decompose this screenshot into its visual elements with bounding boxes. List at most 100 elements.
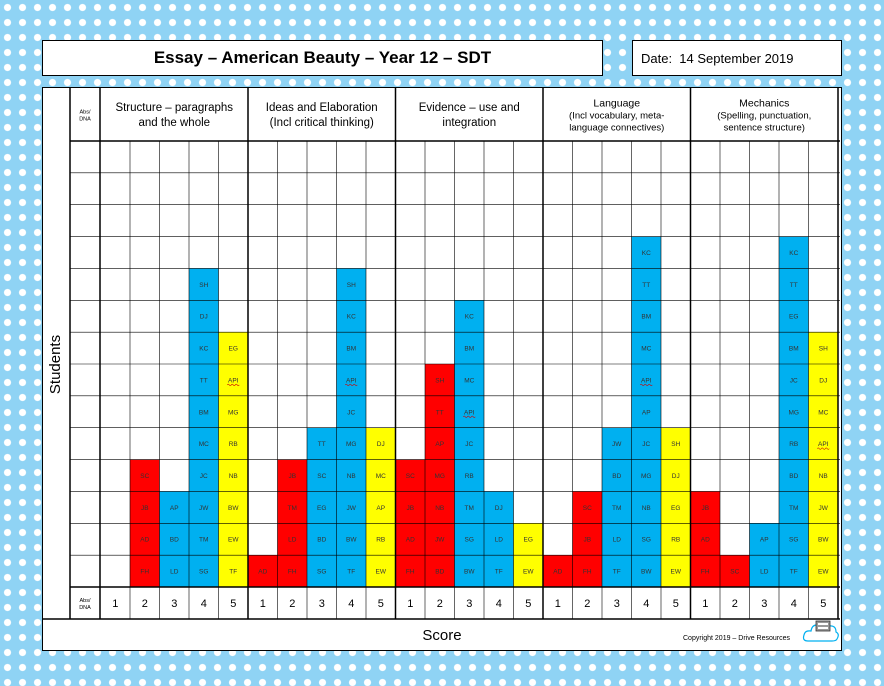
spellcheck-squiggle: [463, 415, 476, 418]
student-initials: API: [228, 377, 239, 384]
student-initials: BM: [199, 409, 209, 416]
student-initials: BD: [435, 569, 444, 576]
student-initials: BW: [818, 537, 829, 544]
student-cell: [336, 427, 366, 460]
score-label: 3: [171, 598, 177, 610]
student-initials: BW: [641, 569, 652, 576]
student-initials: AD: [140, 537, 149, 544]
student-initials: MG: [228, 409, 238, 416]
student-cell: [277, 491, 307, 524]
student-initials: EG: [671, 505, 680, 512]
score-label: 3: [614, 598, 620, 610]
student-initials: TM: [789, 505, 798, 512]
criterion-title: sentence structure): [724, 123, 805, 134]
student-initials: AP: [642, 409, 651, 416]
absent-label: Abs/: [79, 598, 90, 604]
student-initials: RB: [789, 441, 798, 448]
student-cell: [631, 395, 661, 428]
score-label: 2: [142, 598, 148, 610]
student-cell: [808, 491, 838, 524]
student-cell: [366, 491, 396, 524]
student-initials: RB: [376, 537, 385, 544]
student-cell: [130, 491, 160, 524]
criterion-title: language connectives): [569, 123, 664, 134]
score-label: 3: [761, 598, 767, 610]
student-initials: BM: [464, 346, 474, 353]
student-initials: KC: [199, 346, 208, 353]
student-cell: [602, 459, 632, 492]
student-initials: JC: [642, 441, 650, 448]
student-cell: [336, 491, 366, 524]
student-initials: TM: [288, 505, 297, 512]
student-cell: [425, 459, 455, 492]
student-initials: JB: [583, 537, 591, 544]
student-initials: TF: [347, 569, 355, 576]
score-label: 5: [820, 598, 826, 610]
student-initials: EG: [524, 537, 533, 544]
student-cell: [307, 555, 337, 587]
student-initials: RB: [465, 473, 474, 480]
student-initials: SC: [730, 569, 739, 576]
student-cell: [631, 555, 661, 587]
student-cell: [454, 300, 484, 333]
student-cell: [808, 459, 838, 492]
student-cell: [218, 364, 248, 396]
student-initials: AD: [258, 569, 267, 576]
student-initials: JB: [141, 505, 149, 512]
student-initials: API: [641, 377, 652, 384]
student-cell: [366, 523, 396, 556]
student-initials: MC: [464, 377, 474, 384]
student-initials: EW: [671, 569, 682, 576]
student-initials: SH: [435, 377, 444, 384]
score-label: 4: [643, 598, 649, 610]
student-initials: MG: [789, 409, 799, 416]
student-cell: [336, 332, 366, 364]
student-initials: TT: [436, 409, 444, 416]
student-initials: BM: [641, 314, 651, 321]
student-cell: [779, 332, 809, 364]
score-label: 2: [289, 598, 295, 610]
score-label: 4: [791, 598, 797, 610]
criterion-title: (Incl vocabulary, meta-: [569, 111, 664, 122]
student-cell: [425, 523, 455, 556]
student-initials: AP: [760, 537, 769, 544]
student-initials: DJ: [672, 473, 680, 480]
student-cell: [307, 459, 337, 492]
student-initials: TM: [465, 505, 474, 512]
student-initials: MC: [818, 409, 828, 416]
student-initials: BM: [789, 346, 799, 353]
student-cell: [189, 332, 219, 364]
student-cell: [189, 300, 219, 333]
score-label: 1: [112, 598, 118, 610]
student-initials: TF: [613, 569, 621, 576]
student-cell: [189, 395, 219, 428]
student-initials: LD: [760, 569, 769, 576]
student-initials: FH: [583, 569, 592, 576]
criterion-title: integration: [442, 117, 496, 129]
cloud-logo-icon: [802, 620, 839, 642]
student-initials: JW: [199, 505, 209, 512]
student-initials: TM: [199, 537, 208, 544]
student-cell: [218, 395, 248, 428]
student-cell: [808, 555, 838, 587]
student-initials: TM: [612, 505, 621, 512]
student-initials: BD: [789, 473, 798, 480]
criterion-title: Mechanics: [739, 98, 789, 110]
student-cell: [661, 427, 691, 460]
student-cell: [189, 427, 219, 460]
student-initials: KC: [347, 314, 356, 321]
student-cell: [395, 523, 425, 556]
student-initials: MC: [376, 473, 386, 480]
score-label: 2: [732, 598, 738, 610]
student-cell: [130, 555, 160, 587]
student-cell: [189, 491, 219, 524]
student-initials: BD: [317, 537, 326, 544]
student-cell: [189, 364, 219, 396]
student-cell: [336, 268, 366, 301]
student-cell: [130, 523, 160, 556]
student-cell: [779, 459, 809, 492]
student-initials: NB: [229, 473, 238, 480]
student-cell: [808, 332, 838, 364]
student-initials: RB: [671, 537, 680, 544]
student-cell: [631, 364, 661, 396]
